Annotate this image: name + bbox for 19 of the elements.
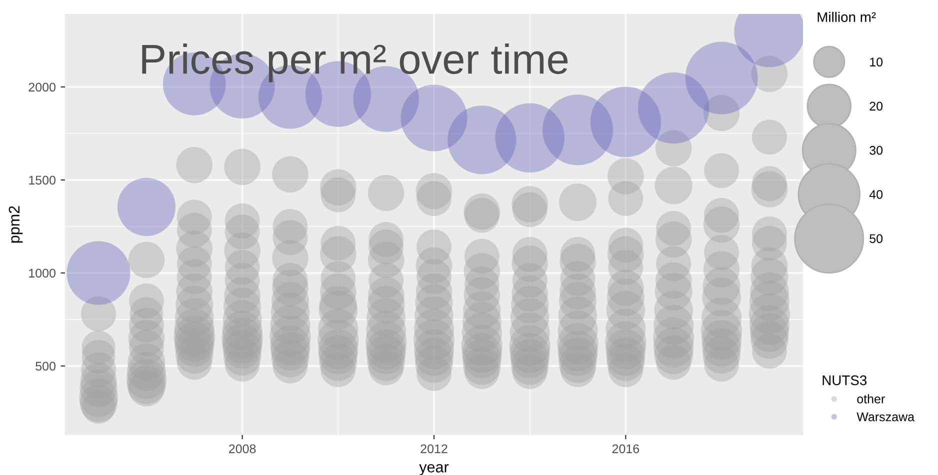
legend-label: 50	[870, 234, 883, 244]
text: Prices per m² over time	[142, 43, 568, 82]
y-tick-label: 1000	[29, 268, 56, 278]
y-tick-label: 2000	[28, 82, 56, 92]
legend-label: Warszawa	[856, 412, 915, 422]
legend-label: 30	[870, 146, 883, 155]
x-tick-label: 2008	[229, 444, 256, 454]
y-tick-label: 1500	[29, 176, 56, 185]
x-axis-title: year	[419, 464, 449, 475]
y-axis-title: ppm2	[8, 206, 23, 243]
y-tick-label: 500	[36, 362, 56, 371]
legend-label: 10	[870, 58, 883, 66]
legend-title: NUTS3	[822, 375, 867, 386]
x-tick-label: 2016	[612, 444, 640, 454]
x-tick-label: 2012	[420, 444, 448, 454]
text: Million m²	[818, 12, 876, 22]
legend-label: other	[857, 394, 885, 404]
legend-label: 40	[869, 190, 883, 199]
legend-label: 20	[870, 102, 883, 111]
